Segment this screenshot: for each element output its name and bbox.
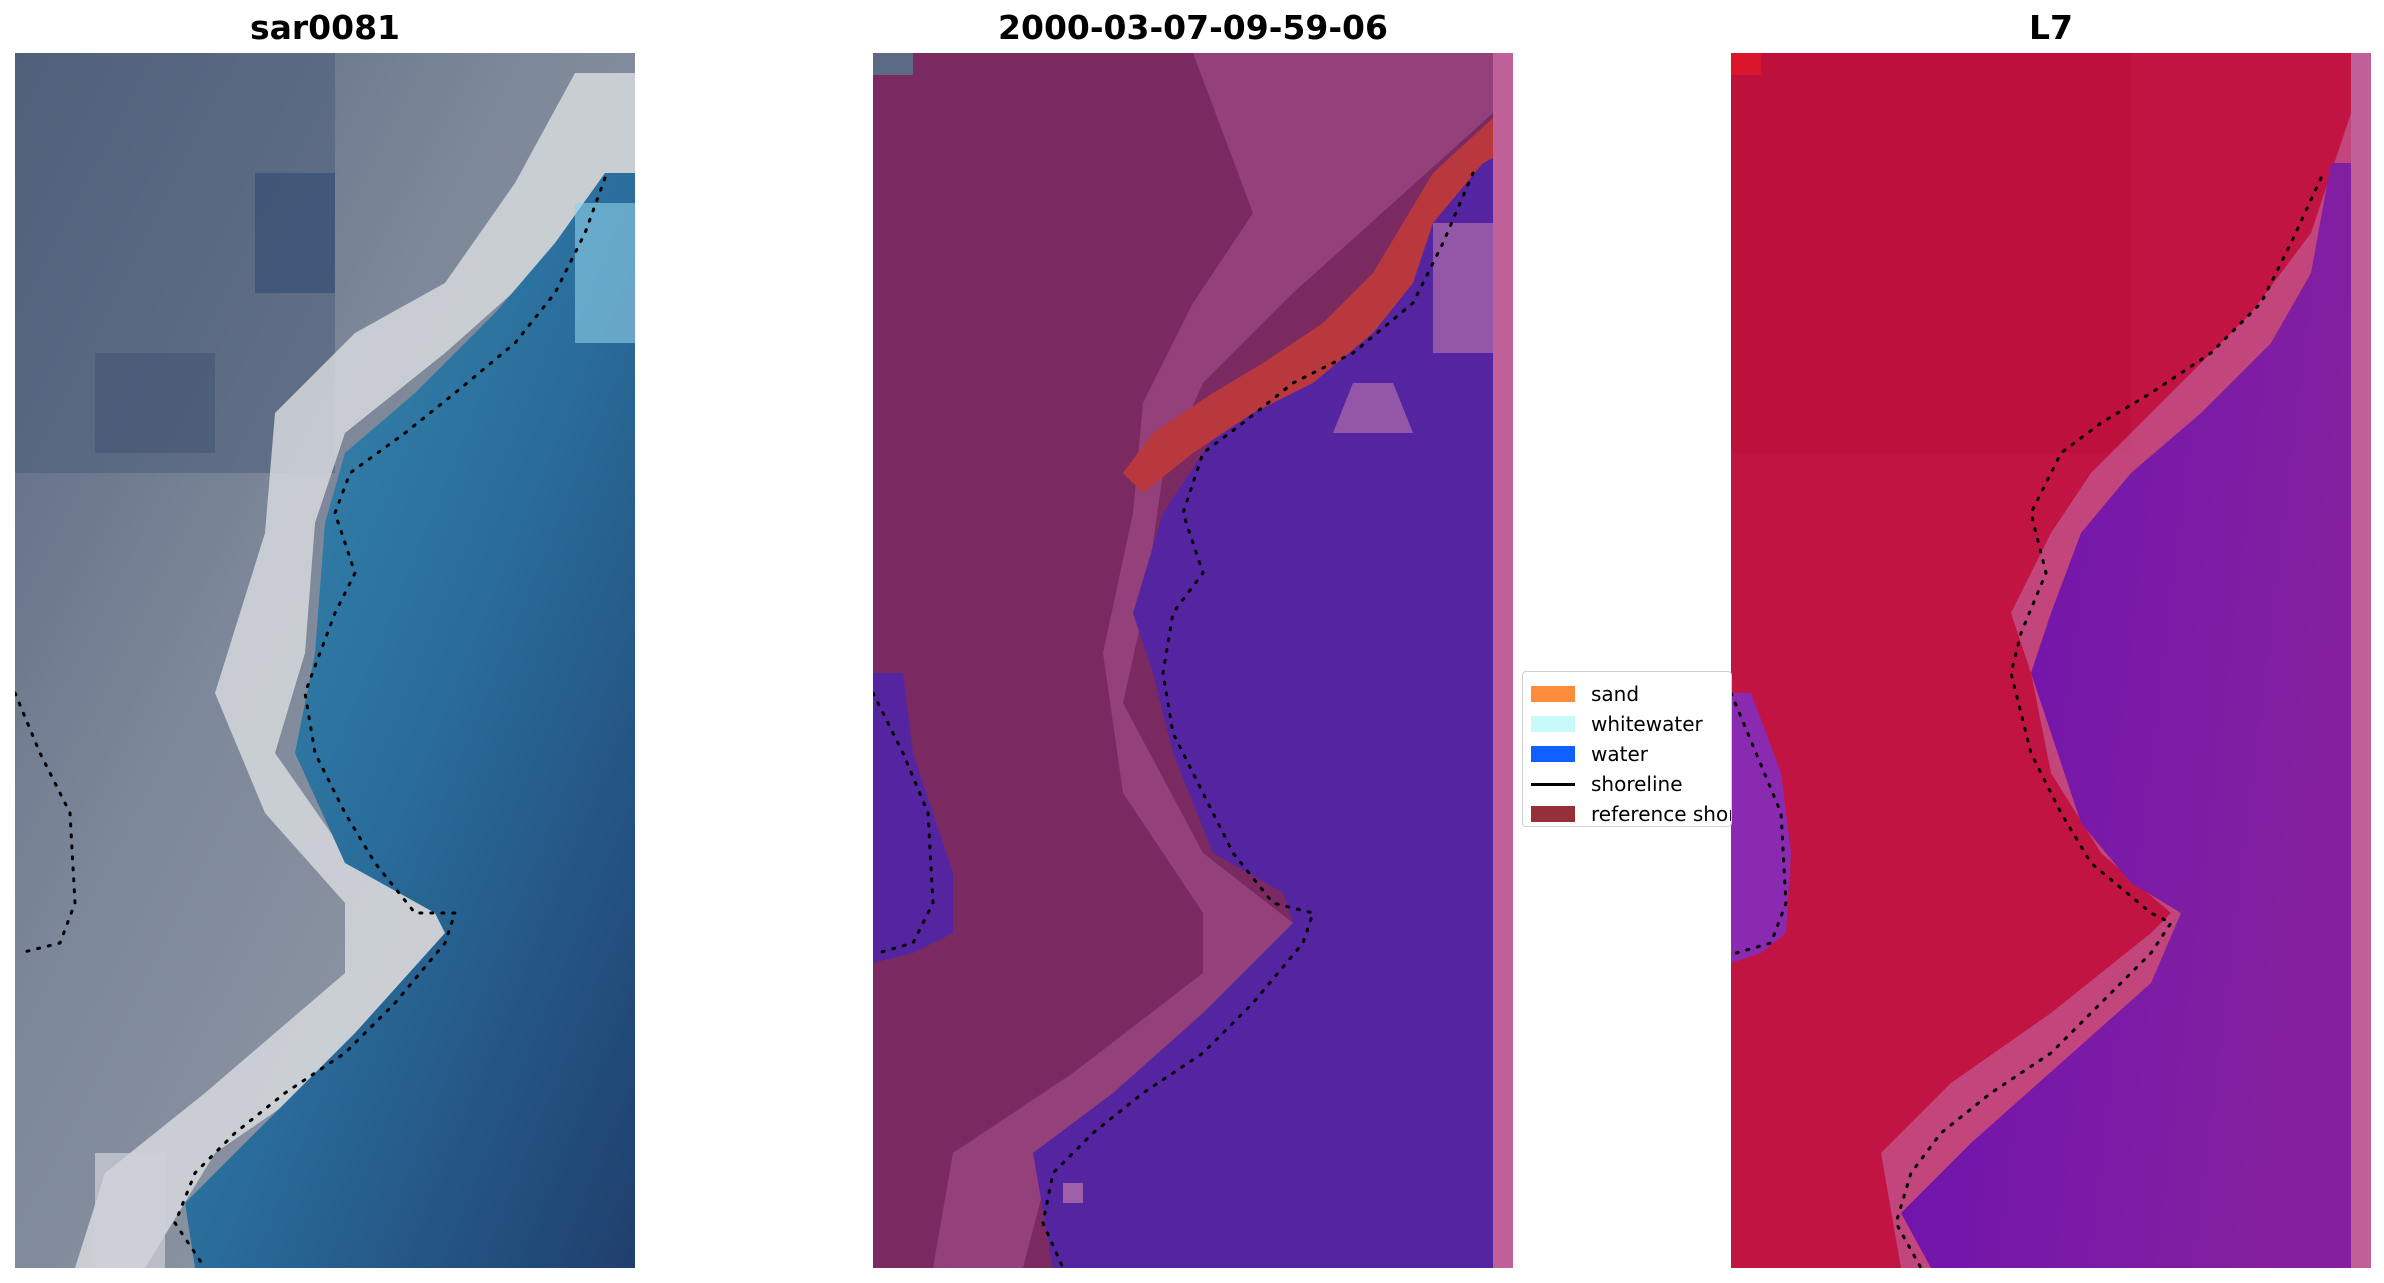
legend-item-shoreline: shoreline [1531,772,1683,796]
panel-3-title: L7 [2029,8,2073,47]
legend-label-sand: sand [1591,682,1640,706]
legend-item-reference-shoreline: reference shoreline [1531,802,1732,826]
classified-image-panel [873,53,1513,1268]
legend-label-shoreline: shoreline [1591,772,1683,796]
legend-item-sand: sand [1531,682,1639,706]
shoreline-line [1531,782,1575,786]
index-image [1731,53,2371,1268]
index-image-panel [1731,53,2371,1268]
legend-label-whitewater: whitewater [1591,712,1703,736]
panel-2-title: 2000-03-07-09-59-06 [998,8,1388,47]
panel-1-title: sar0081 [249,8,401,47]
classified-image [873,53,1513,1268]
water-swatch [1531,746,1575,762]
legend-label-reference-shoreline: reference shoreline [1591,802,1732,826]
legend-item-water: water [1531,742,1648,766]
rgb-image-panel [15,53,635,1268]
sand-swatch [1531,686,1575,702]
rgb-image [15,53,635,1268]
legend-label-water: water [1591,742,1648,766]
reference-shoreline-swatch [1531,806,1575,822]
legend-item-whitewater: whitewater [1531,712,1703,736]
legend: sand whitewater water shoreline referenc… [1522,671,1732,827]
whitewater-swatch [1531,716,1575,732]
